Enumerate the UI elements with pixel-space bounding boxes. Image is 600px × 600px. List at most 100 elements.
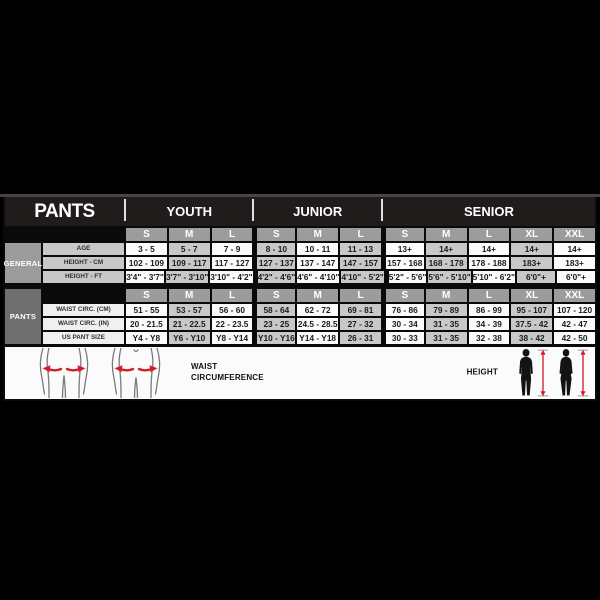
chart-title: PANTS <box>34 200 95 222</box>
size-col-header: M <box>297 289 339 302</box>
male-height-figure <box>517 349 549 397</box>
table-cell: 11 - 13 <box>340 243 381 255</box>
general-section-label: GENERAL <box>4 243 42 283</box>
table-cell: 24.5 - 28.5 <box>297 318 339 330</box>
table-cell: 109 - 117 <box>168 257 210 269</box>
waist-figure-back-icon <box>39 348 89 398</box>
measurement-legend: WAIST CIRCUMFERENCE HEIGHT <box>5 347 595 399</box>
pants-rows: S M L S M L S M L XL XXL WAIST CIRC. (CM… <box>43 289 595 344</box>
group-header-youth: YOUTH <box>123 197 252 226</box>
table-cell: 3'4" - 3'7" <box>126 271 165 283</box>
row-label: HEIGHT - FT <box>43 271 124 283</box>
pants-section-label: PANTS <box>5 289 41 344</box>
size-col-header: S <box>126 289 167 302</box>
table-cell: 3 - 5 <box>126 243 167 255</box>
size-col-header: M <box>168 289 210 302</box>
table-row-height-ft: HEIGHT - FT 3'4" - 3'7" 3'7" - 3'10" 3'1… <box>43 271 595 283</box>
table-cell: 117 - 127 <box>211 257 253 269</box>
table-cell: 183+ <box>511 257 553 269</box>
female-silhouette-icon <box>559 349 573 396</box>
table-cell: 38 - 42 <box>511 332 553 344</box>
size-col-header: S <box>254 228 296 241</box>
size-col-header: S <box>126 228 167 241</box>
table-row-waist-in: WAIST CIRC. (IN) 20 - 21.5 21 - 22.5 22 … <box>43 318 595 330</box>
table-cell: 3'10" - 4'2" <box>210 271 253 283</box>
table-cell: 127 - 137 <box>254 257 296 269</box>
table-cell: 23 - 25 <box>254 318 296 330</box>
table-cell: 147 - 157 <box>340 257 381 269</box>
size-col-header: S <box>382 228 424 241</box>
table-cell: 157 - 168 <box>382 257 424 269</box>
table-cell: 42 - 47 <box>554 318 595 330</box>
table-cell: 56 - 60 <box>211 304 253 316</box>
table-cell: 3'7" - 3'10" <box>166 271 209 283</box>
table-row-waist-cm: WAIST CIRC. (CM) 51 - 55 53 - 57 56 - 60… <box>43 304 595 316</box>
table-cell: 6'0"+ <box>516 271 555 283</box>
table-cell: 86 - 99 <box>468 304 510 316</box>
table-row-us-pant-size: US PANT SIZE Y4 - Y8 Y6 - Y10 Y8 - Y14 Y… <box>43 332 595 344</box>
table-cell: 21 - 22.5 <box>168 318 210 330</box>
size-col-header: M <box>297 228 339 241</box>
row-label: WAIST CIRC. (CM) <box>43 304 124 316</box>
table-cell: 178 - 188 <box>468 257 510 269</box>
table-cell: 34 - 39 <box>468 318 510 330</box>
table-cell: 30 - 34 <box>382 318 424 330</box>
table-cell: 32 - 38 <box>468 332 510 344</box>
waist-circumference-label: WAIST CIRCUMFERENCE <box>191 362 264 384</box>
size-header-row: S M L S M L S M L XL XXL <box>5 228 595 241</box>
size-col-header: L <box>340 228 381 241</box>
pants-size-chart: PANTS YOUTH JUNIOR SENIOR S M L S M L S … <box>3 197 597 401</box>
table-cell: Y6 - Y10 <box>168 332 210 344</box>
waist-figure-front-icon <box>111 348 161 398</box>
table-cell: 102 - 109 <box>126 257 167 269</box>
male-silhouette-icon <box>519 349 533 396</box>
row-label: HEIGHT - CM <box>43 257 124 269</box>
table-cell: 37.5 - 42 <box>511 318 553 330</box>
waist-label-line1: WAIST <box>191 362 218 372</box>
table-cell: 62 - 72 <box>297 304 339 316</box>
table-cell: 14+ <box>511 243 553 255</box>
table-cell: 168 - 178 <box>425 257 467 269</box>
size-col-header: L <box>211 228 253 241</box>
table-cell: 14+ <box>554 243 595 255</box>
table-cell: 8 - 10 <box>254 243 296 255</box>
table-cell: Y4 - Y8 <box>126 332 167 344</box>
table-cell: 7 - 9 <box>211 243 253 255</box>
size-col-header: XXL <box>554 228 595 241</box>
table-cell: 183+ <box>554 257 595 269</box>
size-header-spacer <box>43 289 124 302</box>
table-cell: 4'10" - 5'2" <box>341 271 384 283</box>
table-row-height-cm: HEIGHT - CM 102 - 109 109 - 117 117 - 12… <box>43 257 595 269</box>
table-cell: 31 - 35 <box>425 318 467 330</box>
table-cell: 4'6" - 4'10" <box>297 271 340 283</box>
waist-label-line2: CIRCUMFERENCE <box>191 373 264 382</box>
table-cell: 51 - 55 <box>126 304 167 316</box>
size-col-header: XL <box>511 289 553 302</box>
group-header-junior: JUNIOR <box>252 197 380 226</box>
size-col-header: XL <box>511 228 553 241</box>
size-header-row: S M L S M L S M L XL XXL <box>43 289 595 302</box>
table-cell: 27 - 32 <box>340 318 381 330</box>
table-cell: 14+ <box>468 243 510 255</box>
table-cell: 13+ <box>382 243 424 255</box>
table-cell: 5'10" - 6'2" <box>472 271 515 283</box>
size-col-header: XXL <box>554 289 595 302</box>
table-cell: 26 - 31 <box>340 332 381 344</box>
size-col-header: M <box>425 228 467 241</box>
table-cell: 4'2" - 4'6" <box>254 271 296 283</box>
size-col-header: M <box>168 228 210 241</box>
group-header-band: PANTS YOUTH JUNIOR SENIOR <box>5 197 595 226</box>
row-label: US PANT SIZE <box>43 332 124 344</box>
table-cell: 137 - 147 <box>297 257 339 269</box>
table-cell: 5'2" - 5'6" <box>385 271 427 283</box>
table-cell: 79 - 89 <box>425 304 467 316</box>
table-cell: 42 - 50 <box>554 332 595 344</box>
table-cell: 30 - 33 <box>382 332 424 344</box>
table-cell: 69 - 81 <box>340 304 381 316</box>
table-cell: 95 - 107 <box>511 304 553 316</box>
size-col-header: L <box>468 228 510 241</box>
pants-section: PANTS S M L S M L S M L XL XXL WA <box>5 289 595 344</box>
table-cell: 6'0"+ <box>556 271 595 283</box>
size-col-header: L <box>468 289 510 302</box>
